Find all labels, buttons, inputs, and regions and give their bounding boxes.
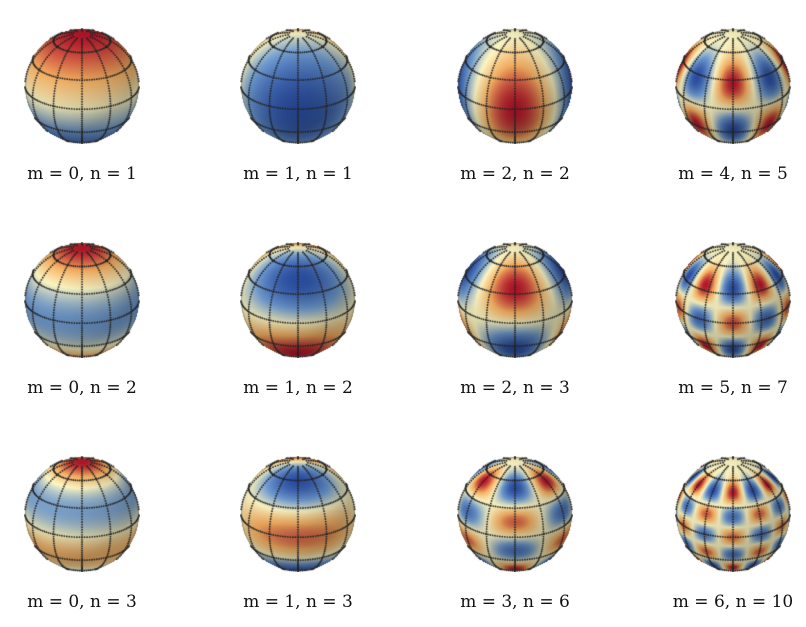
harmonic-sphere	[675, 242, 791, 358]
harmonic-sphere	[240, 242, 356, 358]
panel-caption: m = 4, n = 5	[678, 164, 788, 184]
harmonic-sphere	[457, 456, 573, 572]
panel-caption: m = 6, n = 10	[672, 592, 794, 612]
harmonic-sphere	[240, 456, 356, 572]
panel-caption: m = 5, n = 7	[678, 378, 788, 398]
harmonic-sphere	[675, 28, 791, 144]
harmonic-sphere	[240, 28, 356, 144]
harmonic-sphere	[675, 456, 791, 572]
harmonic-sphere	[24, 28, 140, 144]
panel-caption: m = 2, n = 3	[460, 378, 570, 398]
panel-caption: m = 1, n = 2	[243, 378, 353, 398]
harmonic-sphere	[457, 28, 573, 144]
panel-caption: m = 3, n = 6	[460, 592, 570, 612]
panel-caption: m = 0, n = 2	[27, 378, 137, 398]
harmonic-sphere	[24, 242, 140, 358]
panel-caption: m = 2, n = 2	[460, 164, 570, 184]
panel-caption: m = 0, n = 3	[27, 592, 137, 612]
harmonic-sphere	[457, 242, 573, 358]
panel-caption: m = 1, n = 3	[243, 592, 353, 612]
panel-caption: m = 1, n = 1	[243, 164, 353, 184]
harmonic-sphere	[24, 456, 140, 572]
panel-caption: m = 0, n = 1	[27, 164, 137, 184]
